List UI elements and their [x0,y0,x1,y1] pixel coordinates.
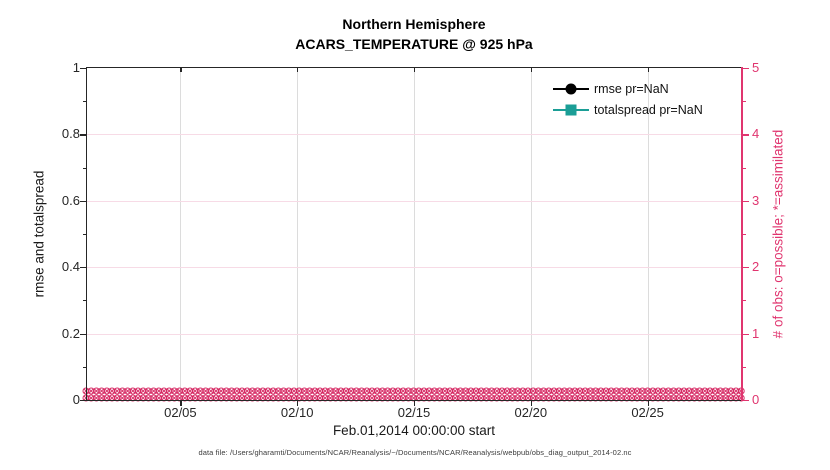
left-y-tick-mark [80,134,86,136]
x-tick-mark [297,401,299,406]
horizontal-gridline [87,200,741,202]
left-y-minor-tick [83,300,86,302]
rmse-marker-icon [553,83,589,94]
x-tick-label: 02/15 [397,405,431,420]
left-y-tick-label: 0.6 [61,192,80,208]
right-y-minor-tick [743,366,746,368]
title-line1: Northern Hemisphere [342,16,486,32]
x-top-tick-mark [297,68,299,72]
left-y-tick-mark [80,400,86,402]
left-y-tick-mark [80,333,86,335]
title-line2: ACARS_TEMPERATURE @ 925 hPa [295,36,533,52]
left-y-minor-tick [83,101,86,103]
left-y-minor-tick [83,234,86,235]
legend-label-totalspread: totalspread pr=NaN [594,102,703,117]
obs-count-markers [82,387,745,402]
right-y-minor-tick [743,167,746,169]
x-tick-mark [530,401,533,406]
vertical-gridline [180,68,182,400]
right-y-tick-mark [743,200,749,203]
left-y-minor-tick [83,167,86,169]
right-y-tick-mark [743,267,749,269]
right-axis-label: # of obs: o=possible; *=assimilated [770,129,786,339]
horizontal-gridline [87,134,741,136]
vertical-gridline [297,68,299,400]
left-y-tick-mark [80,68,86,70]
legend-item-totalspread: totalspread pr=NaN [553,99,703,120]
x-tick-label: 02/25 [631,405,664,420]
x-top-tick-mark [647,68,649,72]
left-y-minor-tick [83,366,86,368]
chart-title: Northern Hemisphere ACARS_TEMPERATURE @ … [87,14,741,54]
vertical-gridline [414,68,415,400]
x-top-tick-mark [530,68,533,72]
x-tick-label: 02/20 [514,405,548,420]
plot-area: rmse pr=NaN totalspread pr=NaN [82,68,745,402]
right-y-minor-tick [743,300,746,302]
right-y-tick-mark [743,68,749,70]
left-y-tick-label: 0.8 [61,126,80,142]
x-tick-mark [647,401,649,406]
legend: rmse pr=NaN totalspread pr=NaN [553,78,703,120]
right-y-minor-tick [743,101,746,103]
vertical-gridline [530,68,532,400]
totalspread-marker-icon [553,104,589,115]
x-tick-label: 02/05 [164,405,197,420]
right-y-tick-mark [743,134,749,136]
right-y-tick-label: 2 [752,259,760,275]
horizontal-gridline [87,267,741,269]
x-tick-mark [414,401,416,406]
horizontal-gridline [87,333,741,335]
x-tick-mark [180,401,182,406]
x-axis-label: Feb.01,2014 00:00:00 start [332,423,496,438]
left-y-tick-mark [80,200,86,203]
right-y-tick-mark [743,400,749,402]
data-file-caption: data file: /Users/gharamti/Documents/NCA… [198,448,632,457]
right-y-tick-label: 3 [752,192,760,208]
right-axis-line [741,67,743,401]
vertical-gridline [647,68,649,400]
right-y-tick-label: 4 [752,126,760,142]
left-y-tick-label: 0 [72,392,80,407]
right-y-minor-tick [743,234,746,235]
x-top-tick-mark [180,68,182,72]
top-axis-line [86,67,742,69]
x-tick-label: 02/10 [280,405,314,420]
bottom-axis-line [86,400,742,402]
legend-label-rmse: rmse pr=NaN [594,81,669,96]
right-y-tick-label: 1 [752,325,760,341]
left-y-tick-label: 0.2 [61,325,80,341]
right-y-tick-label: 5 [752,60,760,75]
left-axis-line [86,68,88,401]
right-y-tick-label: 0 [752,392,760,407]
legend-item-rmse: rmse pr=NaN [553,78,703,99]
x-top-tick-mark [414,68,416,72]
left-axis-label: rmse and totalspread [31,170,47,298]
left-y-tick-label: 0.4 [61,259,80,275]
right-y-tick-mark [743,333,749,335]
left-y-tick-mark [80,267,86,269]
left-y-tick-label: 1 [72,60,80,75]
